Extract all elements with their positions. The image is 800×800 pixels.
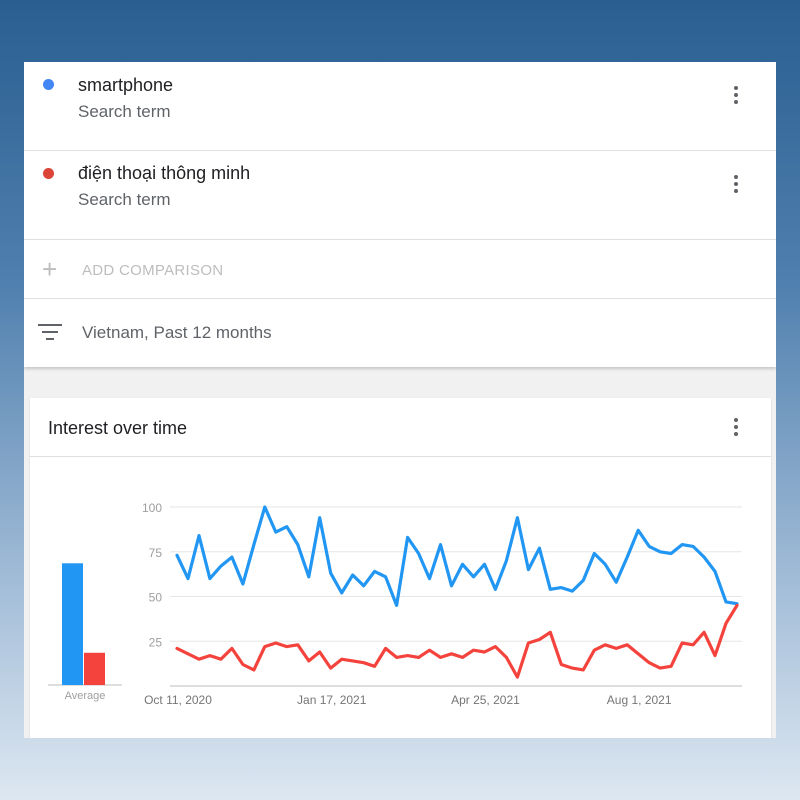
plus-icon: + [42,254,58,284]
chart-title: Interest over time [48,418,188,438]
interest-chart: 25 50 75 100 Oct 11, 2020 Jan 17, 2021 Apr 25,… [48,501,742,707]
x-tick-label: Jan 17, 2021 [297,693,367,707]
add-comparison-label: ADD COMPARISON [82,262,224,279]
interest-over-time-card: Interest over time 25 50 75 100 Oct 11, 2020… [30,398,771,738]
average-label: Average [65,690,106,702]
average-bar [62,563,83,685]
term-color-dot [43,168,54,179]
y-tick-label: 75 [149,546,163,560]
y-tick-label: 50 [149,591,163,605]
x-tick-label: Aug 1, 2021 [607,693,672,707]
comparison-card: smartphone Search term điện thoại thông … [24,62,776,367]
trends-panel: smartphone Search term điện thoại thông … [24,62,776,738]
x-tick-label: Apr 25, 2021 [451,693,520,707]
y-tick-label: 25 [149,635,163,649]
term-color-dot [43,79,54,90]
term-name[interactable]: smartphone [78,75,174,95]
filter-row[interactable]: Vietnam, Past 12 months [24,299,776,367]
add-comparison-button[interactable]: + ADD COMPARISON [24,240,776,299]
filter-icon [38,324,62,342]
x-tick-label: Oct 11, 2020 [144,693,212,707]
term-type-label: Search term [78,190,171,209]
average-bar [84,652,105,685]
more-options-icon[interactable] [724,83,748,107]
search-term-row-smartphone[interactable]: smartphone Search term [24,62,776,151]
search-term-row-dien-thoai[interactable]: điện thoại thông minh Search term [24,151,776,240]
y-tick-label: 100 [142,501,162,515]
series-line-1 [175,603,739,679]
term-name[interactable]: điện thoại thông minh [78,163,251,183]
term-type-label: Search term [78,102,171,121]
more-options-icon[interactable] [724,415,748,439]
more-options-icon[interactable] [724,172,748,196]
chart-header: Interest over time [30,398,771,457]
series-line-0 [175,505,739,607]
filter-text[interactable]: Vietnam, Past 12 months [82,323,272,342]
